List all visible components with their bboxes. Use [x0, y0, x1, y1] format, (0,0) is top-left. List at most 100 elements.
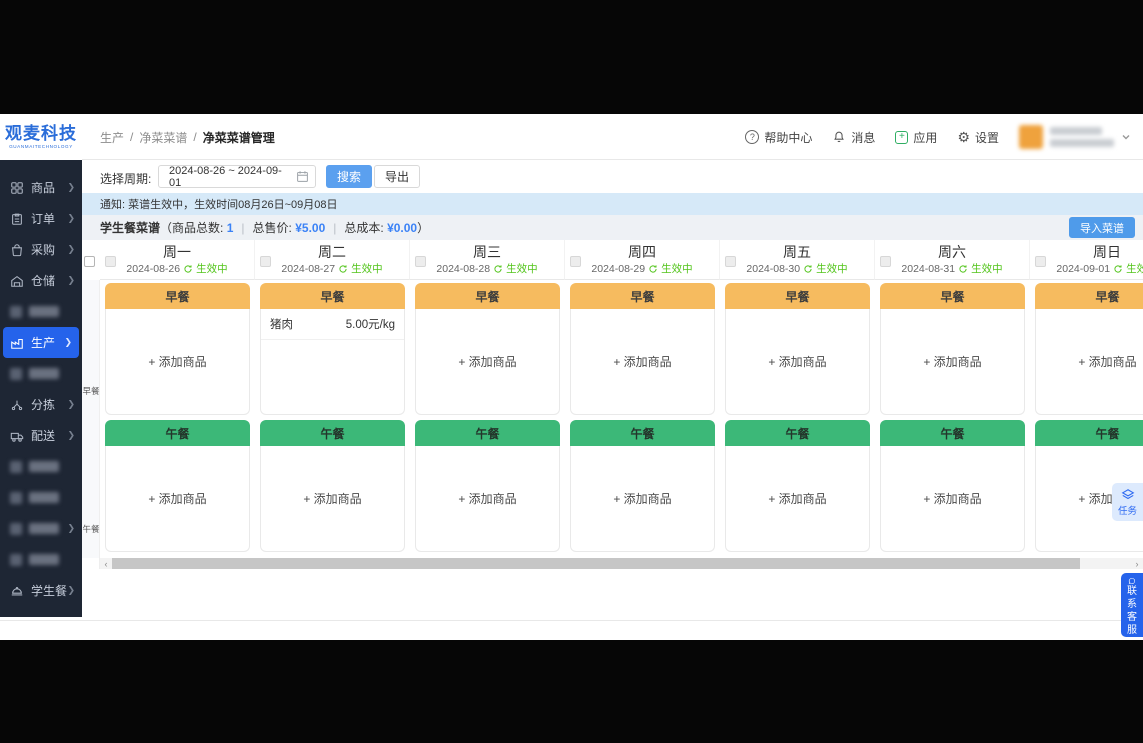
sidebar-item-student-meal[interactable]: 学生餐 ❯: [0, 575, 82, 606]
sidebar-item-production[interactable]: 生产 ❯: [3, 327, 79, 358]
day-checkbox[interactable]: [725, 256, 736, 267]
chevron-right-icon: ❯: [67, 244, 75, 254]
day-checkbox[interactable]: [415, 256, 426, 267]
sidebar-item-grid[interactable]: 商品 ❯: [0, 172, 82, 203]
chevron-down-icon[interactable]: [1121, 132, 1131, 142]
lunch-card-body: + 添加商品: [105, 446, 250, 552]
horizontal-scrollbar[interactable]: ‹ ›: [82, 558, 1143, 569]
search-button[interactable]: 搜索: [326, 165, 373, 188]
purchase-bag-icon: [12, 243, 22, 256]
add-product-button[interactable]: + 添加商品: [148, 355, 207, 369]
sidebar-item-label: 学生餐: [31, 584, 68, 598]
lunch-card: 午餐 + 添加商品: [260, 420, 405, 552]
item-count-value: 1: [226, 220, 234, 235]
apps-button[interactable]: + 应用: [895, 129, 937, 146]
sidebar-item-redacted[interactable]: [0, 482, 82, 513]
redacted-icon: [10, 460, 22, 473]
breadcrumb-item[interactable]: 净菜菜谱: [139, 130, 188, 145]
redacted-icon: [10, 553, 22, 566]
sidebar-item-redacted[interactable]: ❯: [0, 513, 82, 544]
date-range-input[interactable]: 2024-08-26 ~ 2024-09-01: [158, 165, 316, 189]
top-bar: 观麦科技 GUANMAITECHNOLOGY 生产 / 净菜菜谱 / 净菜菜谱管…: [0, 114, 1143, 160]
contact-support-tab[interactable]: 联 系 客 服: [1121, 573, 1143, 637]
add-product-button[interactable]: + 添加商品: [458, 355, 517, 369]
day-checkbox[interactable]: [105, 256, 116, 267]
lunch-card: 午餐 + 添加商品: [725, 420, 870, 552]
breakfast-slot: 早餐 猪肉 5.00元/kg: [255, 283, 410, 418]
apps-icon: +: [895, 130, 909, 144]
help-center-button[interactable]: ? 帮助中心: [745, 129, 812, 146]
day-header: 周一 2024-08-26 生效中: [100, 240, 255, 280]
sidebar-item-redacted[interactable]: [0, 296, 82, 327]
export-button[interactable]: 导出: [374, 165, 421, 188]
breadcrumb-item[interactable]: 生产: [100, 130, 125, 145]
breakfast-card-body: + 添加商品: [105, 309, 250, 415]
order-icon: [12, 213, 22, 225]
messages-button[interactable]: 消息: [832, 129, 875, 146]
add-product-button[interactable]: + 添加商品: [768, 355, 827, 369]
scroll-right-arrow-icon[interactable]: ›: [1131, 558, 1143, 569]
day-date: 2024-08-31: [901, 262, 956, 275]
add-product-button[interactable]: + 添加商品: [923, 355, 982, 369]
separator: |: [241, 220, 245, 235]
tasks-button[interactable]: 任务: [1112, 483, 1143, 521]
day-header: 周三 2024-08-28 生效中: [410, 240, 565, 280]
redacted-icon: [10, 305, 22, 318]
day-meta: 2024-08-29 生效中: [565, 261, 719, 276]
day-checkbox[interactable]: [260, 256, 271, 267]
day-label: 周四: [628, 244, 656, 260]
sidebar-item-redacted[interactable]: [0, 544, 82, 575]
day-status-label: 生效中: [816, 263, 848, 275]
user-name-redacted: [1050, 127, 1114, 147]
day-checkbox[interactable]: [570, 256, 581, 267]
sidebar-item-sorting[interactable]: 分拣 ❯: [0, 389, 82, 420]
add-product-button[interactable]: + 添加商品: [923, 492, 982, 506]
lunch-card-body: + 添加商品: [880, 446, 1025, 552]
tasks-label: 任务: [1117, 505, 1137, 517]
day-header: 周二 2024-08-27 生效中: [255, 240, 410, 280]
user-account[interactable]: [1019, 125, 1131, 149]
add-product-button[interactable]: + 添加商品: [1078, 355, 1137, 369]
import-menu-button[interactable]: 导入菜谱: [1069, 217, 1135, 238]
add-product-button[interactable]: + 添加商品: [458, 492, 517, 506]
breakfast-slot: 早餐 + 添加商品: [410, 283, 565, 418]
breakfast-card-body: + 添加商品: [725, 309, 870, 415]
sync-icon: [804, 264, 812, 273]
sidebar-item-order[interactable]: 订单 ❯: [0, 203, 82, 234]
breakfast-slot: 早餐 + 添加商品: [720, 283, 875, 418]
breakfast-card-body: 猪肉 5.00元/kg: [260, 309, 405, 415]
sidebar-item-redacted[interactable]: [0, 451, 82, 482]
day-header: 周四 2024-08-29 生效中: [565, 240, 720, 280]
add-product-button[interactable]: + 添加商品: [148, 492, 207, 506]
sidebar-item-purchase-bag[interactable]: 采购 ❯: [0, 234, 82, 265]
day-column: 周三 2024-08-28 生效中 早餐 + 添加商品 午餐 + 添加商品: [410, 240, 565, 555]
logo[interactable]: 观麦科技 GUANMAITECHNOLOGY: [0, 114, 82, 160]
menu-item-row[interactable]: 猪肉 5.00元/kg: [261, 309, 404, 340]
sidebar-item-delivery-truck[interactable]: 配送 ❯: [0, 420, 82, 451]
day-meta: 2024-08-27 生效中: [255, 261, 409, 276]
settings-button[interactable]: ⚙ 设置: [957, 129, 999, 146]
day-column: 周日 2024-09-01 生效中 早餐 + 添加商品 午餐 + 添加商品: [1030, 240, 1143, 555]
sidebar-item-warehouse[interactable]: 仓储 ❯: [0, 265, 82, 296]
scroll-left-arrow-icon[interactable]: ‹: [100, 558, 112, 569]
day-checkbox[interactable]: [1035, 256, 1046, 267]
sidebar-item-redacted[interactable]: [0, 358, 82, 389]
contact-label-char: 联: [1127, 586, 1137, 597]
add-product-button[interactable]: + 添加商品: [768, 492, 827, 506]
sidebar-item-label: 生产: [31, 336, 56, 350]
delivery-truck-icon: [10, 432, 24, 442]
separator: |: [333, 220, 337, 235]
add-product-button[interactable]: + 添加商品: [613, 355, 672, 369]
select-all-checkbox[interactable]: [84, 256, 95, 267]
day-meta: 2024-08-28 生效中: [410, 261, 564, 276]
week-columns: 周一 2024-08-26 生效中 早餐 + 添加商品 午餐 + 添加商品 周二: [100, 240, 1143, 555]
lunch-row-label: 午餐: [82, 524, 100, 534]
day-checkbox[interactable]: [880, 256, 891, 267]
chevron-right-icon: ❯: [67, 182, 75, 192]
day-status-label: 生效中: [506, 263, 538, 275]
add-product-button[interactable]: + 添加商品: [303, 492, 362, 506]
lunch-slot: 午餐 + 添加商品: [875, 420, 1030, 555]
add-product-button[interactable]: + 添加商品: [613, 492, 672, 506]
scrollbar-thumb[interactable]: [112, 558, 1080, 569]
notice-bar: 通知: 菜谱生效中，生效时间08月26日~09月08日: [82, 193, 1143, 215]
